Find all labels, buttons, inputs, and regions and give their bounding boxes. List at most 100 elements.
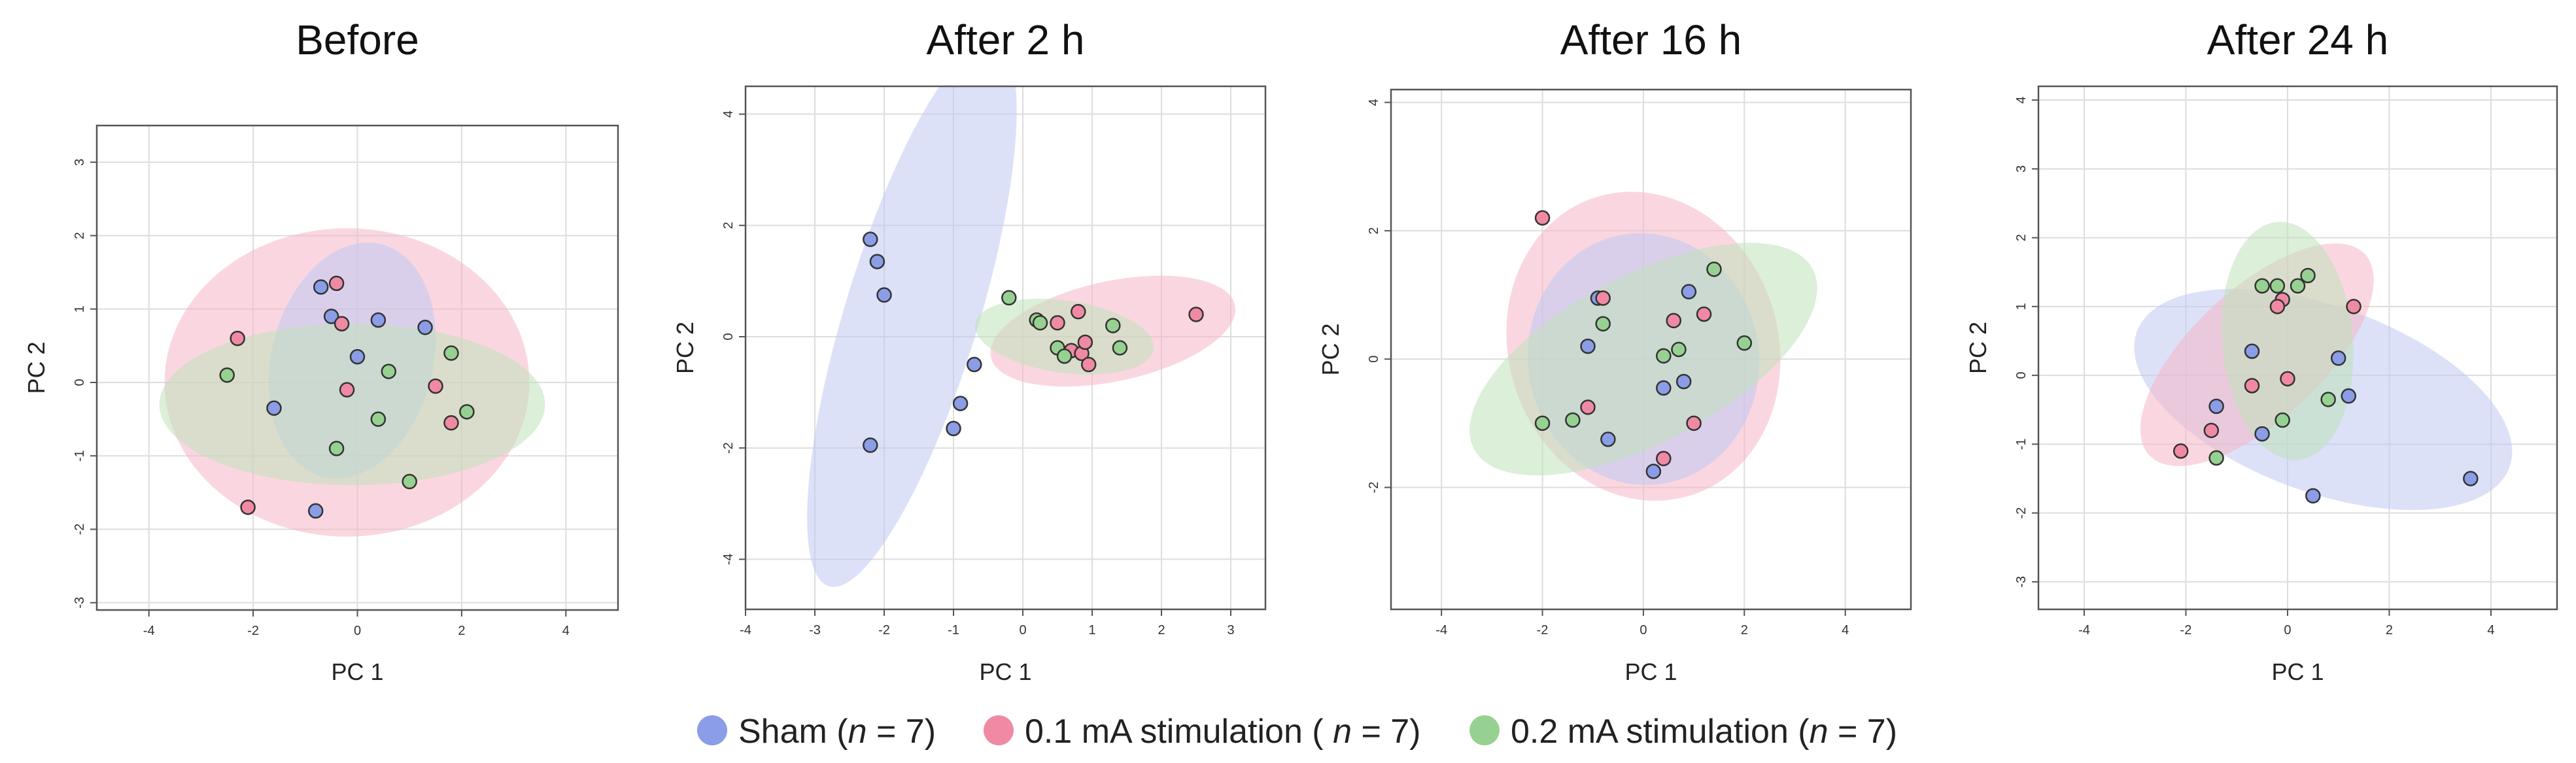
points <box>2172 267 2479 504</box>
point-ma01 <box>1050 314 1065 331</box>
point-ma02 <box>2320 392 2336 407</box>
point-ma02 <box>1112 340 1128 356</box>
panel-title: After 24 h <box>2207 16 2389 63</box>
x-axis-label: PC 1 <box>1624 658 1677 685</box>
x-tick-label: 0 <box>354 624 361 638</box>
point-ma02 <box>219 367 235 383</box>
y-tick-label: 1 <box>73 305 87 313</box>
point-ma01 <box>428 378 443 394</box>
legend-label-suffix: = 7) <box>1352 713 1421 751</box>
point-ma01 <box>1071 303 1086 320</box>
point-ma01 <box>1595 290 1611 306</box>
x-tick-label: 2 <box>1158 623 1165 637</box>
x-tick-label: 0 <box>2284 623 2291 637</box>
y-tick-label: 4 <box>2014 96 2029 103</box>
point-ma02 <box>1534 415 1551 432</box>
x-tick-label: -2 <box>247 624 259 638</box>
point-ma01 <box>2172 443 2189 459</box>
point-ma02 <box>370 411 386 427</box>
point-sham <box>2330 350 2346 366</box>
legend-item-sham: Sham (n = 7) <box>697 713 936 751</box>
point-sham <box>863 231 878 247</box>
point-ma02 <box>1736 335 1753 351</box>
point-sham <box>967 356 982 373</box>
x-tick-label: -2 <box>2180 623 2192 637</box>
y-tick-label: 0 <box>2014 372 2029 379</box>
point-ma02 <box>443 345 459 361</box>
point-sham <box>2305 488 2321 504</box>
x-tick-label: -2 <box>878 623 890 637</box>
point-ma02 <box>459 404 475 420</box>
point-ma01 <box>1080 356 1097 373</box>
x-axis-label: PC 1 <box>331 658 383 685</box>
legend-item-ma01: 0.1 mA stimulation ( n = 7) <box>984 713 1421 751</box>
ellipse-ma02 <box>159 324 545 486</box>
point-ma02 <box>2300 267 2316 284</box>
point-ma02 <box>1656 348 1672 364</box>
point-ma01 <box>2280 371 2295 387</box>
point-sham <box>876 287 892 303</box>
y-tick-label: -2 <box>73 524 87 535</box>
point-sham <box>370 312 386 328</box>
legend-label-prefix: Sham ( <box>738 713 848 751</box>
y-tick-label: -2 <box>721 442 736 454</box>
point-sham <box>2341 388 2356 404</box>
point-sham <box>2254 426 2270 442</box>
y-tick-label: -3 <box>73 597 87 609</box>
y-axis-label: PC 2 <box>672 322 698 374</box>
y-tick-label: 3 <box>73 159 87 166</box>
plot-frame <box>1390 88 1912 611</box>
point-sham <box>307 503 324 519</box>
points <box>863 231 1204 453</box>
y-tick-label: -4 <box>721 554 736 566</box>
legend-marker-ma02 <box>1469 715 1500 745</box>
x-tick-label: 1 <box>1088 623 1095 637</box>
legend-label: 0.1 mA stimulation ( n = 7) <box>1025 713 1421 751</box>
y-axis-label: PC 2 <box>1317 323 1344 375</box>
point-sham <box>1580 338 1596 354</box>
point-ma02 <box>2254 278 2270 294</box>
x-axis-label: PC 1 <box>2271 658 2324 685</box>
point-ma02 <box>1565 412 1581 428</box>
point-ma02 <box>1671 341 1687 358</box>
legend-label-n: n <box>848 713 867 751</box>
point-ma02 <box>2275 412 2290 428</box>
legend-label-suffix: = 7) <box>867 713 936 751</box>
point-ma01 <box>1188 307 1204 322</box>
point-sham <box>863 437 878 453</box>
points <box>219 275 475 519</box>
point-ma01 <box>230 330 245 347</box>
point-ma02 <box>1032 314 1048 331</box>
legend-label: Sham (n = 7) <box>738 713 936 751</box>
point-sham <box>1675 373 1692 390</box>
y-tick-label: -1 <box>2014 438 2029 450</box>
plot-frame <box>2037 85 2558 611</box>
x-tick-label: -4 <box>143 624 155 638</box>
plot-frame <box>744 85 1267 611</box>
point-ma02 <box>2290 278 2306 294</box>
point-sham <box>2463 471 2479 486</box>
point-sham <box>313 279 329 295</box>
ellipse-sham <box>807 86 1017 587</box>
point-ma01 <box>2203 422 2220 439</box>
panel-title: Before <box>296 16 419 63</box>
x-tick-label: -3 <box>809 623 821 637</box>
point-ma02 <box>1595 316 1611 331</box>
point-ma01 <box>1656 450 1672 467</box>
point-sham <box>952 396 969 411</box>
point-ma02 <box>402 473 417 490</box>
legend-marker-ma01 <box>984 715 1014 745</box>
y-tick-label: -3 <box>2014 576 2029 588</box>
point-ma02 <box>1105 318 1121 333</box>
panels: -4 -2 0 2 4 -3 -2 -1 0 1 2 3 Before PC 1 PC 2 -4 -3 -2 -1 0… <box>23 16 2558 685</box>
y-tick-label: 2 <box>2014 234 2029 241</box>
x-tick-label: 4 <box>562 624 570 638</box>
legend-label-prefix: 0.2 mA stimulation ( <box>1511 713 1810 751</box>
point-ma02 <box>1056 348 1073 364</box>
legend-label-n: n <box>1810 713 1829 751</box>
point-sham <box>266 400 282 416</box>
x-tick-label: -2 <box>1537 623 1549 637</box>
panel-2: -4 -3 -2 -1 0 1 2 3 -4 -2 0 2 4 After 2 h PC 1 PC 2 <box>672 16 1267 685</box>
legend-label-n: n <box>1333 713 1352 751</box>
point-sham <box>946 420 961 437</box>
